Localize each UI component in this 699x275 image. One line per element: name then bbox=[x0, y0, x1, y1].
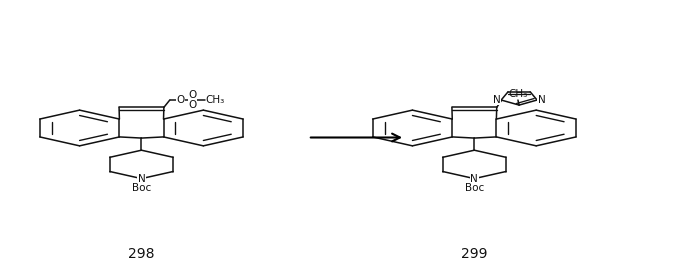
Text: O: O bbox=[188, 100, 196, 110]
Text: 299: 299 bbox=[461, 248, 488, 262]
Text: N: N bbox=[138, 174, 145, 184]
Text: CH₃: CH₃ bbox=[508, 89, 528, 99]
Text: Boc: Boc bbox=[132, 183, 151, 193]
Text: Boc: Boc bbox=[465, 183, 484, 193]
Text: N: N bbox=[538, 95, 545, 105]
Text: S: S bbox=[189, 95, 196, 105]
Text: O: O bbox=[176, 95, 185, 105]
Text: N: N bbox=[493, 95, 500, 105]
Text: O: O bbox=[188, 90, 196, 100]
Text: N: N bbox=[470, 174, 478, 184]
Text: 298: 298 bbox=[128, 248, 154, 262]
Text: CH₃: CH₃ bbox=[206, 95, 225, 105]
